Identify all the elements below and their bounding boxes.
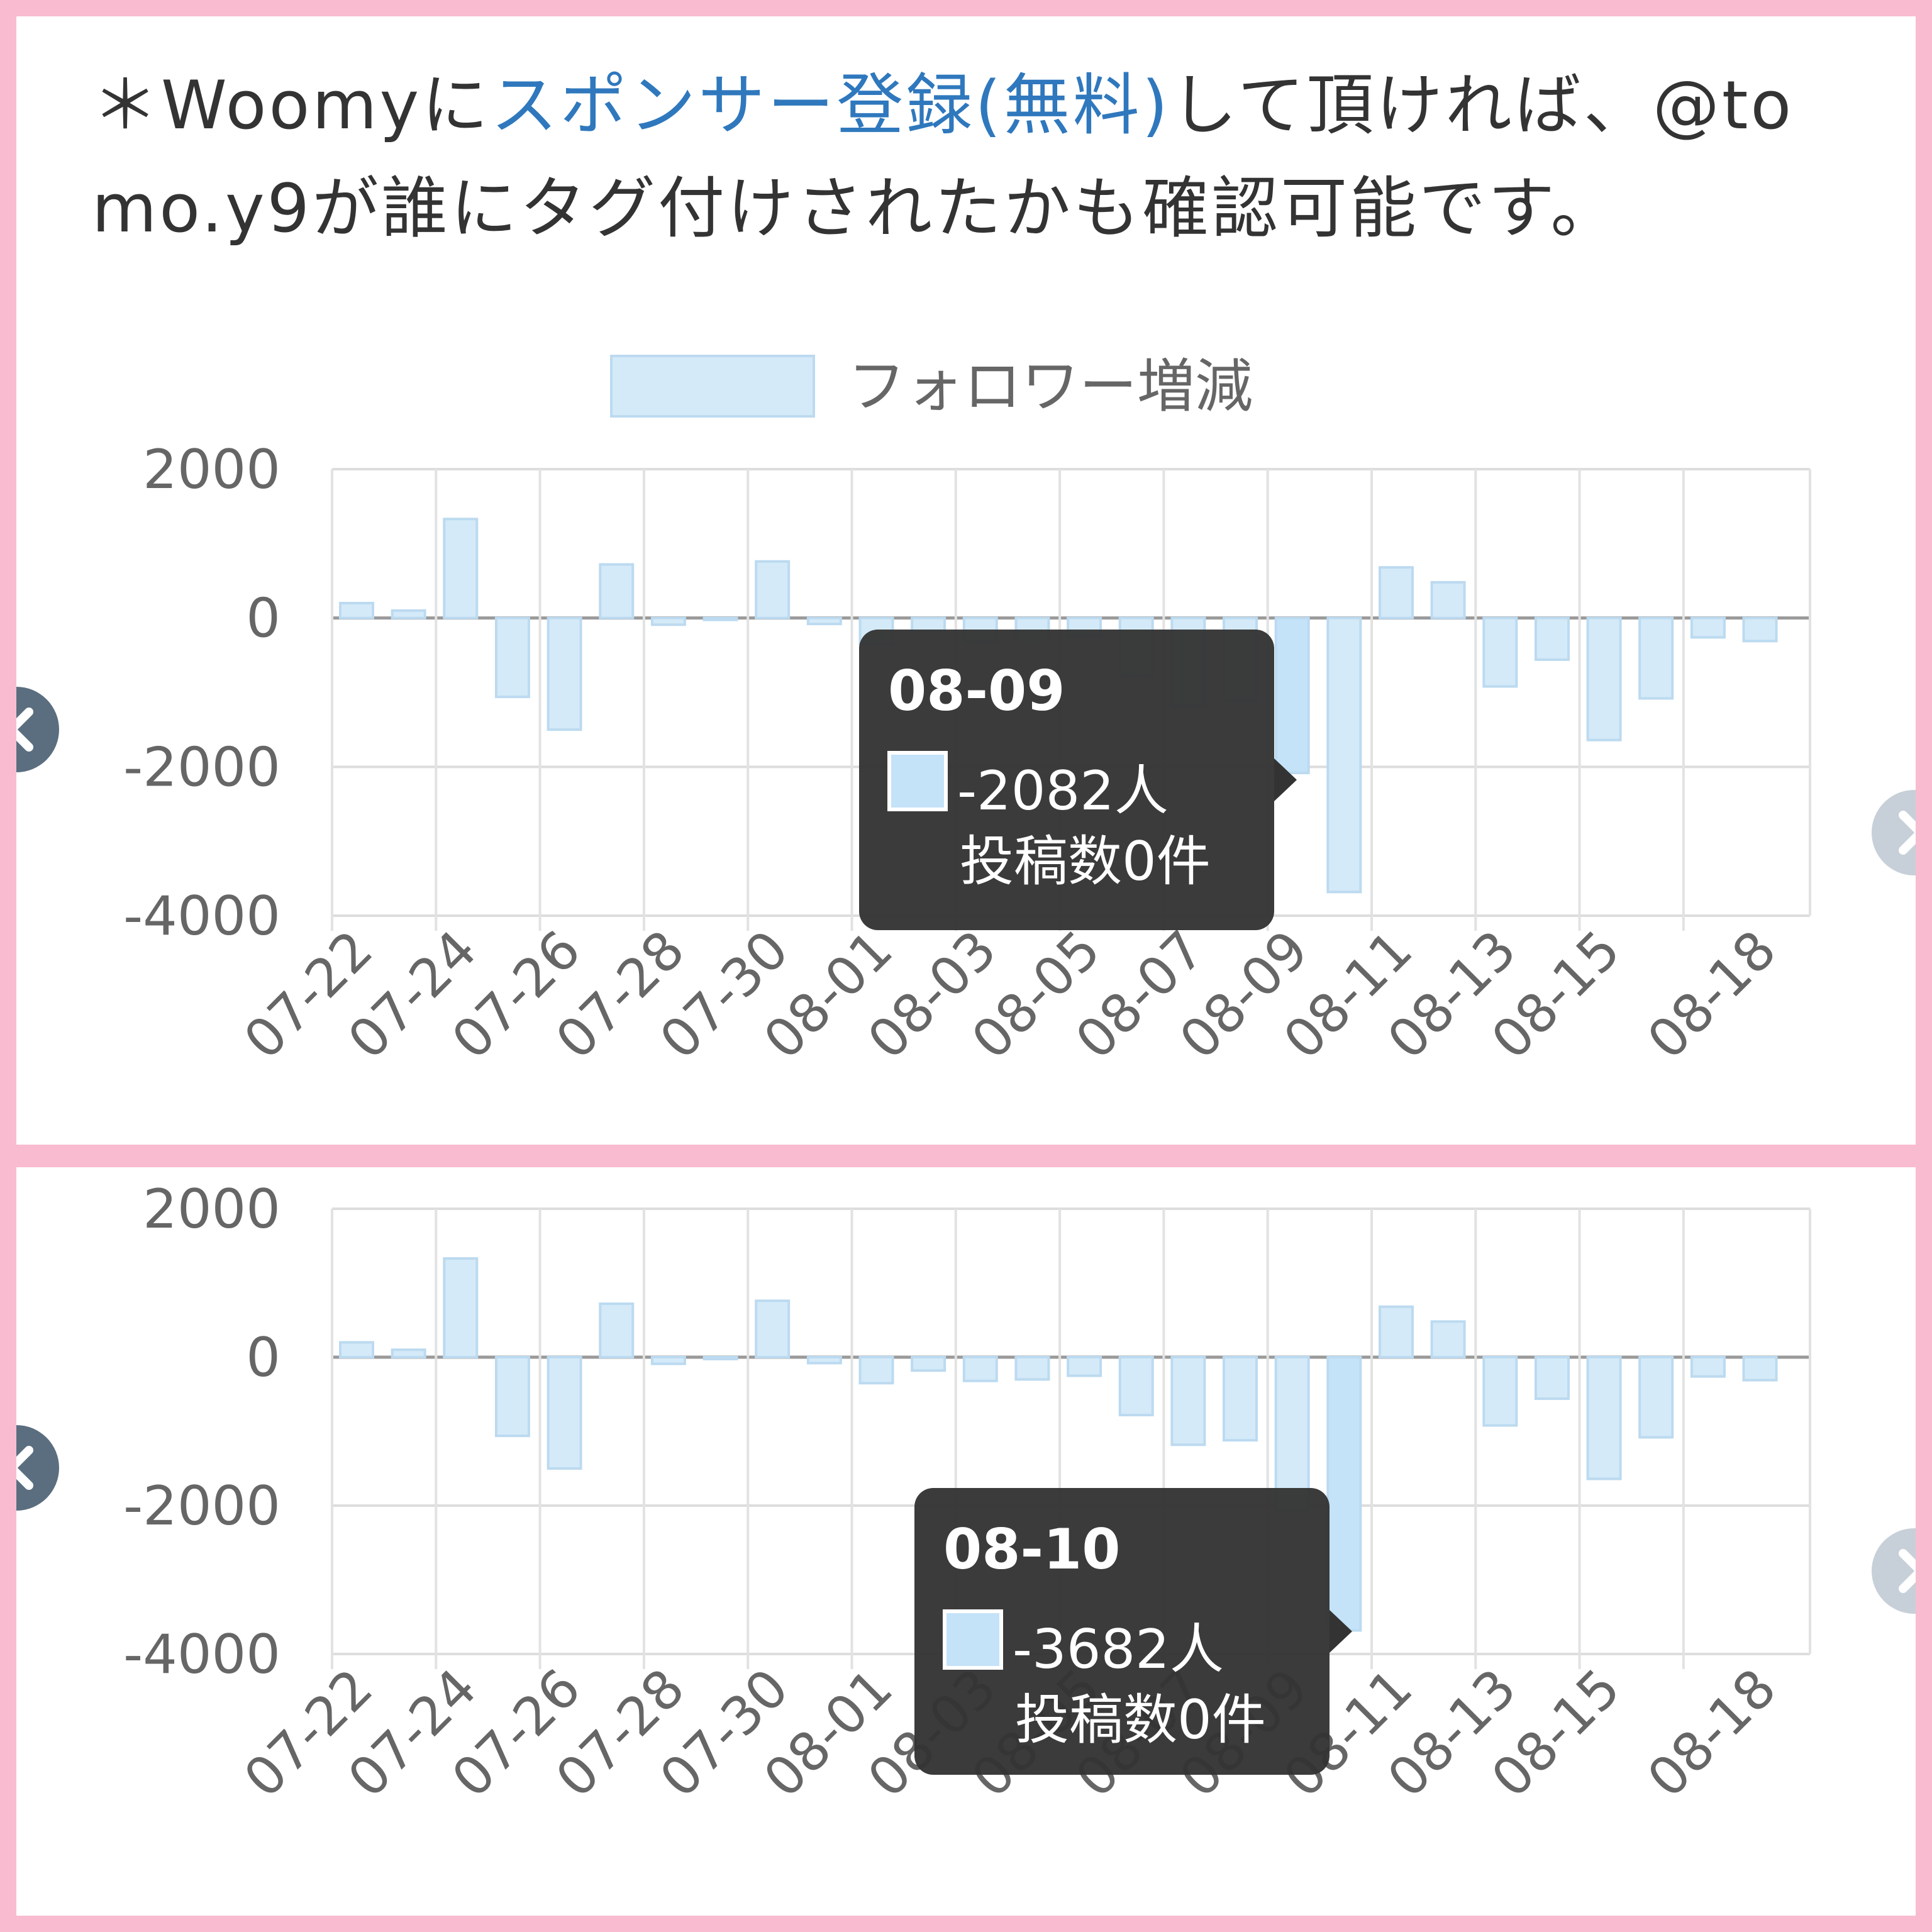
bar-07-26	[547, 616, 582, 731]
bar-08-01	[858, 1356, 894, 1385]
tooltip-value: -3682人	[1013, 1618, 1224, 1681]
tooltip-caret	[1274, 758, 1297, 801]
bar-08-11	[1379, 566, 1414, 619]
y-tick-label: -4000	[123, 1623, 280, 1686]
sponsor-register-link[interactable]: スポンサー登録(無料)	[491, 67, 1171, 144]
bar-07-23	[391, 609, 426, 619]
notice-suffix: して頂ければ、@tomo.y9が誰にタグ付けされたかも確認可能です。	[92, 67, 1794, 247]
tooltip-box	[914, 1488, 1330, 1775]
bar-07-27	[599, 563, 635, 619]
bar-08-12	[1430, 580, 1466, 619]
follower-change-chart-top: フォロワー増減20000-2000-400007-2207-2407-2607-…	[123, 353, 1811, 1071]
bar-08-09	[1274, 1356, 1310, 1513]
bar-08-16	[1638, 616, 1674, 700]
bar-08-07	[1170, 1356, 1206, 1446]
bar-08-17	[1690, 1356, 1726, 1378]
bar-08-18	[1742, 1356, 1778, 1382]
prev-arrow-button[interactable]	[16, 1425, 59, 1511]
bar-08-17	[1690, 616, 1726, 639]
bar-07-30	[755, 560, 791, 619]
sponsor-notice: ＊Woomyにスポンサー登録(無料)して頂ければ、@tomo.y9が誰にタグ付け…	[92, 54, 1846, 260]
bar-08-08	[1223, 1356, 1258, 1442]
next-arrow-button[interactable]	[1872, 1528, 1916, 1614]
bar-08-02	[911, 1356, 947, 1372]
y-tick-label: 2000	[143, 438, 280, 501]
bar-08-15	[1586, 616, 1622, 741]
legend-label: フォロワー増減	[848, 353, 1253, 420]
bar-08-04	[1014, 616, 1050, 642]
bar-08-10	[1326, 616, 1362, 894]
chevron-left-icon	[16, 1425, 59, 1511]
chevron-left-icon	[16, 687, 59, 772]
next-arrow-button[interactable]	[1872, 790, 1916, 875]
tooltip-posts: 投稿数0件	[960, 830, 1211, 893]
tooltip-posts: 投稿数0件	[1015, 1689, 1266, 1752]
bar-08-02	[911, 616, 947, 633]
bar-08-09	[1274, 616, 1310, 775]
bar-07-31	[806, 616, 842, 626]
y-tick-label: 2000	[143, 1178, 280, 1241]
tooltip-swatch	[943, 1609, 1003, 1670]
bar-08-14	[1534, 1356, 1570, 1401]
tooltip-box	[859, 630, 1274, 930]
y-tick-label: -4000	[123, 885, 280, 948]
bar-07-25	[494, 616, 530, 699]
bar-08-12	[1430, 1320, 1466, 1358]
bar-07-28	[650, 616, 686, 626]
follower-change-chart-bottom: 20000-2000-400007-2207-2407-2607-2807-30…	[123, 1178, 1811, 1809]
bar-07-23	[391, 1348, 426, 1359]
bar-08-04	[1014, 1356, 1050, 1381]
prev-arrow-button[interactable]	[16, 687, 59, 772]
bar-07-24	[443, 1257, 479, 1358]
bar-08-13	[1482, 616, 1518, 688]
bar-07-29	[702, 1356, 738, 1360]
bar-07-22	[339, 1341, 374, 1358]
bar-07-28	[650, 1356, 686, 1365]
bar-08-06	[1118, 1356, 1154, 1417]
bar-08-10	[1326, 1356, 1362, 1632]
x-tick-label: 08-18	[1636, 919, 1788, 1071]
y-tick-label: 0	[246, 587, 280, 650]
tooltip-swatch	[887, 751, 948, 811]
bar-08-14	[1534, 616, 1570, 661]
bar-08-11	[1379, 1305, 1414, 1358]
bottom-panel: 2000 0 -2000 -4000 07-22 07-24 07-26 07-28 07-30…	[16, 1167, 1916, 1916]
bar-07-22	[339, 602, 374, 619]
bar-08-18	[1742, 616, 1778, 643]
bar-08-03	[962, 1356, 998, 1382]
bar-07-29	[702, 616, 738, 621]
bar-08-05	[1067, 1356, 1102, 1377]
y-tick-label: 0	[246, 1326, 280, 1389]
top-panel: ＊Woomyにスポンサー登録(無料)して頂ければ、@tomo.y9が誰にタグ付け…	[16, 16, 1916, 1145]
bar-08-13	[1482, 1356, 1518, 1427]
bar-07-31	[806, 1356, 842, 1365]
bar-07-27	[599, 1302, 635, 1358]
tooltip-caret	[1330, 1610, 1352, 1653]
tooltip-value: -2082人	[957, 760, 1169, 823]
bar-07-30	[755, 1299, 791, 1359]
bar-07-24	[443, 518, 479, 619]
chevron-right-icon	[1872, 790, 1916, 875]
tooltip-title: 08-10	[943, 1517, 1120, 1582]
y-tick-label: -2000	[123, 1475, 280, 1538]
bar-07-26	[547, 1356, 582, 1470]
bar-08-16	[1638, 1356, 1674, 1439]
y-tick-label: -2000	[123, 736, 280, 799]
notice-prefix: ＊Woomyに	[92, 67, 491, 144]
legend-swatch	[610, 355, 815, 418]
bar-07-25	[494, 1356, 530, 1438]
x-tick-label: 08-18	[1636, 1657, 1788, 1809]
bar-08-15	[1586, 1356, 1622, 1480]
tooltip-title: 08-09	[888, 658, 1065, 723]
chevron-right-icon	[1872, 1528, 1916, 1614]
